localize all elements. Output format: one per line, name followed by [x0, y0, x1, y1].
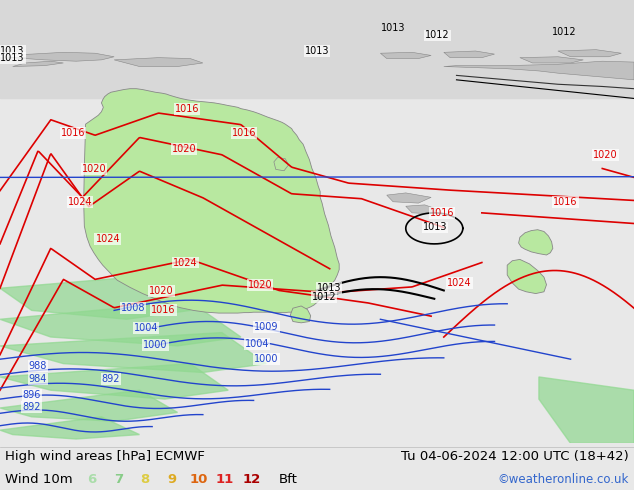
Polygon shape [290, 306, 311, 323]
Polygon shape [13, 61, 63, 67]
Text: 1013: 1013 [381, 23, 405, 33]
Text: 1013: 1013 [317, 283, 341, 293]
Text: 7: 7 [114, 473, 123, 486]
Polygon shape [0, 301, 241, 346]
Polygon shape [0, 333, 266, 372]
Text: 1024: 1024 [174, 258, 198, 268]
Text: 12: 12 [243, 473, 261, 486]
Text: 1020: 1020 [82, 165, 106, 174]
Polygon shape [406, 205, 437, 214]
Text: ©weatheronline.co.uk: ©weatheronline.co.uk [498, 473, 629, 486]
Text: 1004: 1004 [134, 323, 158, 333]
Polygon shape [539, 377, 634, 443]
Polygon shape [520, 57, 583, 63]
Text: 892: 892 [22, 402, 41, 412]
Polygon shape [380, 52, 431, 58]
Text: 1013: 1013 [1, 52, 25, 63]
Polygon shape [444, 51, 495, 58]
Text: 1016: 1016 [430, 208, 454, 218]
Text: High wind areas [hPa] ECMWF: High wind areas [hPa] ECMWF [5, 450, 205, 463]
Text: 10: 10 [190, 473, 207, 486]
Text: Wind 10m: Wind 10m [5, 473, 73, 486]
Text: 1009: 1009 [254, 322, 278, 332]
Text: 9: 9 [167, 473, 176, 486]
Text: 1013: 1013 [423, 222, 447, 232]
Text: 1020: 1020 [248, 280, 272, 290]
Text: 1020: 1020 [593, 150, 618, 160]
Text: 1013: 1013 [1, 46, 25, 56]
Text: Tu 04-06-2024 12:00 UTC (18+42): Tu 04-06-2024 12:00 UTC (18+42) [401, 450, 629, 463]
Text: 1016: 1016 [232, 128, 256, 138]
Polygon shape [444, 61, 634, 80]
Text: 1016: 1016 [61, 128, 85, 138]
Text: 1020: 1020 [150, 286, 174, 296]
Text: 1024: 1024 [96, 234, 120, 245]
Text: 984: 984 [29, 374, 47, 384]
Text: 6: 6 [87, 473, 96, 486]
Polygon shape [387, 193, 431, 203]
Polygon shape [0, 52, 114, 61]
Text: 1012: 1012 [552, 27, 576, 37]
Polygon shape [0, 275, 190, 319]
Text: 1024: 1024 [448, 278, 472, 288]
Text: 11: 11 [216, 473, 234, 486]
Polygon shape [558, 49, 621, 57]
Polygon shape [519, 230, 553, 255]
Polygon shape [0, 364, 228, 399]
Polygon shape [0, 390, 178, 421]
Bar [0, 0, 634, 98]
Text: 892: 892 [101, 374, 120, 384]
Text: 1024: 1024 [68, 197, 92, 207]
Text: 1016: 1016 [175, 104, 199, 114]
Polygon shape [0, 417, 139, 439]
Text: 1008: 1008 [121, 303, 145, 313]
Text: 8: 8 [141, 473, 150, 486]
Text: 1012: 1012 [312, 292, 336, 302]
Text: 1016: 1016 [553, 197, 578, 207]
Text: 988: 988 [29, 361, 47, 371]
Text: 1013: 1013 [305, 46, 329, 56]
Text: Bft: Bft [278, 473, 297, 486]
Text: 1016: 1016 [152, 304, 176, 315]
Text: 1000: 1000 [254, 354, 278, 364]
Polygon shape [84, 89, 339, 313]
Text: 896: 896 [23, 390, 41, 400]
Text: 1020: 1020 [172, 144, 196, 153]
Polygon shape [114, 58, 203, 67]
Polygon shape [274, 157, 288, 171]
Text: 1012: 1012 [425, 30, 450, 41]
Text: 1000: 1000 [143, 340, 167, 350]
Text: 1004: 1004 [245, 339, 269, 349]
Polygon shape [507, 259, 547, 294]
